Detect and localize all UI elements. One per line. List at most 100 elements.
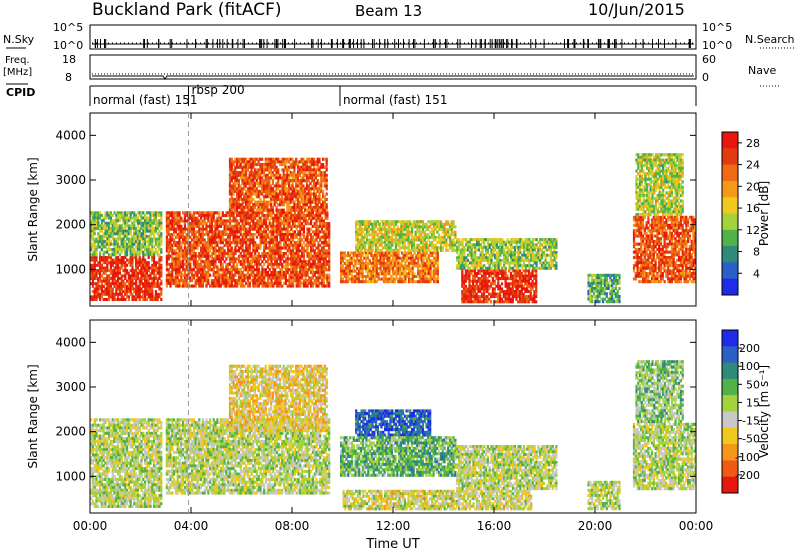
power-echo-band-6	[461, 269, 538, 304]
nsearch-label: N.Search	[745, 33, 795, 46]
power-echo-band-2	[165, 211, 331, 288]
velocity-echo-band-0	[90, 418, 163, 508]
power-colorbar-tick-label: 24	[746, 159, 760, 172]
cpid-segment-label-1: rbsp 200	[191, 83, 244, 97]
power-colorbar-tick-label: 8	[753, 246, 760, 259]
power-colorbar-swatch	[722, 180, 738, 198]
nsearch-tick-top: 10^5	[702, 21, 732, 34]
x-axis-title: Time UT	[365, 537, 419, 552]
power-y-axis-title: Slant Range [km]	[26, 157, 40, 261]
power-echo-band-7	[456, 238, 558, 270]
nsky-tick-top: 10^5	[53, 21, 83, 34]
power-panel: 1000 2000 3000 4000 Slant Range [km]	[26, 112, 697, 307]
station-title: Buckland Park (fitACF)	[92, 0, 282, 20]
x-tick-label: 20:00	[578, 519, 613, 533]
power-echo-band-4	[340, 251, 439, 284]
velocity-y-axis-title: Slant Range [km]	[26, 364, 40, 468]
velocity-data-layer	[90, 360, 697, 511]
power-y-tick-label: 2000	[55, 218, 86, 232]
velocity-colorbar-swatch	[722, 444, 738, 461]
power-echo-band-0	[90, 256, 163, 301]
velocity-colorbar-tick-label: 100	[739, 360, 760, 373]
velocity-echo-band-2	[228, 364, 328, 433]
velocity-panel: 1000 2000 3000 4000 Slant Range [km] 00:00 04:…	[26, 319, 713, 533]
velocity-colorbar-swatch	[722, 378, 738, 396]
power-colorbar-swatch	[722, 262, 738, 280]
velocity-colorbar-tick-label: 15	[746, 396, 760, 409]
freq-tick-top: 18	[62, 53, 76, 66]
nsky-trace	[92, 39, 694, 48]
power-colorbar-tick-label: 20	[746, 180, 760, 193]
velocity-colorbar-swatch	[722, 330, 738, 347]
freq-tick-bottom: 8	[65, 71, 72, 84]
velocity-echo-band-4	[340, 436, 457, 477]
x-tick-label: 00:00	[679, 519, 714, 533]
power-colorbar-title: Power [dB]	[757, 181, 771, 246]
nsky-strip	[89, 24, 697, 50]
power-echo-band-9	[632, 215, 697, 284]
freq-strip	[89, 54, 697, 80]
power-echo-band-8	[587, 273, 621, 304]
nave-tick-top: 60	[702, 53, 716, 66]
power-colorbar-swatch	[722, 132, 738, 149]
power-colorbar-swatch	[722, 278, 738, 296]
power-echo-band-10	[635, 153, 684, 217]
velocity-colorbar-tick-label: -200	[735, 469, 760, 482]
date-title: 10/Jun/2015	[588, 0, 685, 19]
velocity-echo-band-9	[635, 360, 684, 424]
power-colorbar-tick-label: 28	[746, 137, 760, 150]
velocity-axes: 1000 2000 3000 4000 Slant Range [km] 00:00 04:…	[26, 320, 713, 533]
velocity-colorbar-title: Velocity [m s⁻¹]	[757, 365, 771, 458]
velocity-colorbar-swatch	[722, 411, 738, 429]
power-y-tick-label: 4000	[55, 128, 86, 142]
power-y-tick-label: 1000	[55, 262, 86, 276]
velocity-colorbar-swatch	[722, 395, 738, 412]
velocity-colorbar-swatch	[722, 346, 738, 364]
velocity-colorbar-tick-label: 200	[739, 342, 760, 355]
cpid-label: CPID	[6, 86, 35, 99]
power-echo-band-3	[228, 157, 328, 212]
x-tick-label: 12:00	[376, 519, 411, 533]
velocity-colorbar-swatch	[722, 427, 738, 445]
velocity-colorbar: 200 100 50 15 -15 -50 -100 -200 Velocity [m s⁻¹]	[721, 329, 771, 494]
power-colorbar-tick-label: 12	[746, 224, 760, 237]
nsky-label: N.Sky	[3, 33, 35, 46]
velocity-colorbar-tick-label: -15	[742, 415, 760, 428]
x-tick-label: 00:00	[73, 519, 108, 533]
power-colorbar-swatch	[722, 229, 738, 247]
power-colorbar: 4 8 12 16 20 24 28 Power [dB]	[721, 131, 771, 296]
power-y-tick-label: 3000	[55, 173, 86, 187]
velocity-colorbar-tick-label: -50	[742, 433, 760, 446]
beam-title: Beam 13	[355, 2, 422, 20]
power-colorbar-swatch	[722, 213, 738, 231]
power-colorbar-swatch	[722, 246, 738, 263]
velocity-y-tick-label: 2000	[55, 425, 86, 439]
power-colorbar-tick-label: 4	[753, 267, 760, 280]
freq-trace	[92, 73, 694, 80]
power-echo-band-5	[355, 220, 457, 252]
velocity-echo-band-3	[355, 409, 432, 437]
velocity-echo-band-7	[587, 480, 621, 511]
velocity-echo-band-6	[456, 445, 558, 491]
freq-unit: [MHz]	[3, 67, 32, 78]
x-tick-label: 08:00	[275, 519, 310, 533]
velocity-echo-band-8	[632, 422, 697, 491]
velocity-y-tick-label: 4000	[55, 335, 86, 349]
power-echo-band-1	[90, 211, 163, 257]
nave-label: Nave	[748, 64, 776, 77]
cpid-segment-label-2: normal (fast) 151	[343, 93, 447, 107]
velocity-colorbar-swatch	[722, 362, 738, 380]
x-tick-label: 04:00	[174, 519, 209, 533]
power-colorbar-tick-label: 16	[746, 202, 760, 215]
nave-tick-bottom: 0	[702, 71, 709, 84]
cpid-segment-label-0: normal (fast) 151	[93, 93, 197, 107]
power-colorbar-swatch	[722, 197, 738, 214]
power-data-layer	[90, 153, 697, 304]
nsearch-tick-bottom: 10^0	[702, 39, 732, 52]
velocity-colorbar-swatch	[722, 460, 738, 478]
velocity-y-tick-label: 3000	[55, 380, 86, 394]
nsky-tick-bottom: 10^0	[53, 39, 83, 52]
velocity-colorbar-swatch	[722, 476, 738, 494]
